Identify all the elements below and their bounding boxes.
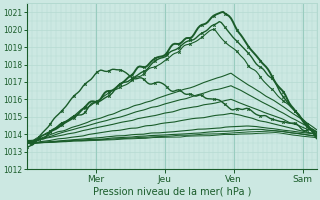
X-axis label: Pression niveau de la mer( hPa ): Pression niveau de la mer( hPa ) [92,187,251,197]
